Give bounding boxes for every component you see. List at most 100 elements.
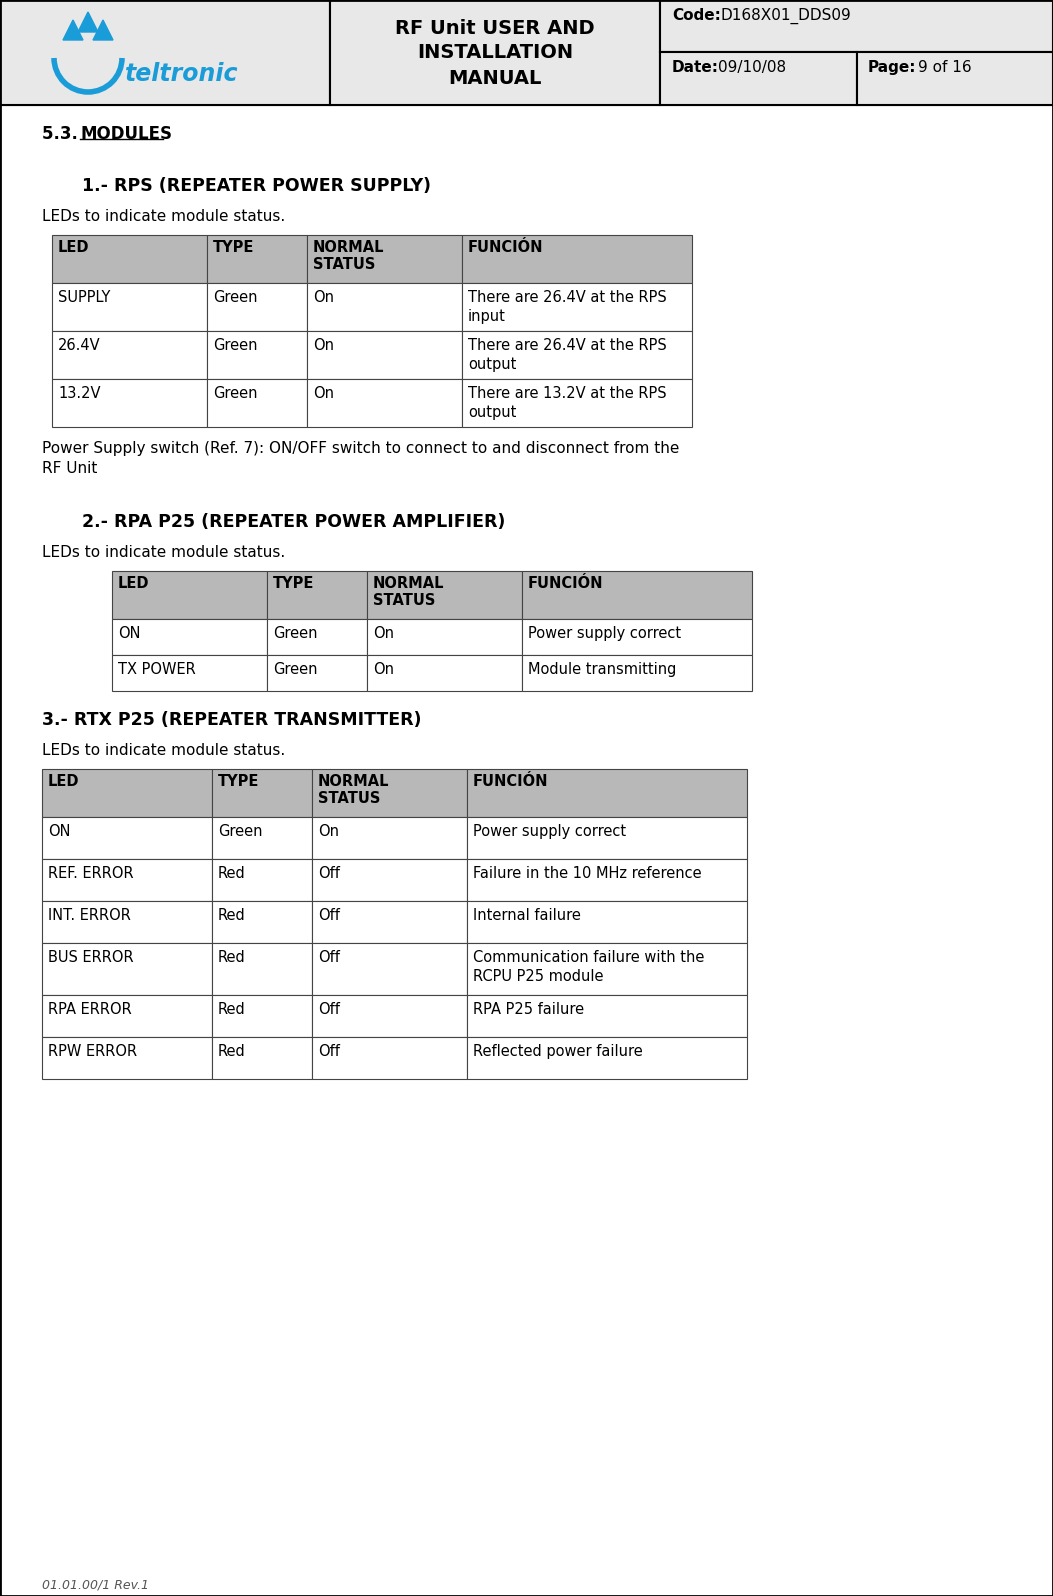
Text: There are 26.4V at the RPS
input: There are 26.4V at the RPS input: [468, 290, 667, 324]
Bar: [367, 654, 522, 691]
Bar: [52, 282, 207, 330]
Bar: [52, 330, 207, 378]
Bar: [207, 282, 307, 330]
Text: RPW ERROR: RPW ERROR: [48, 1044, 137, 1060]
Text: D168X01_DDS09: D168X01_DDS09: [720, 8, 851, 24]
Text: RPA P25 failure: RPA P25 failure: [473, 1002, 584, 1017]
Text: Green: Green: [273, 626, 318, 642]
Bar: [307, 282, 462, 330]
Text: Internal failure: Internal failure: [473, 908, 581, 922]
Text: 2.- RPA P25 (REPEATER POWER AMPLIFIER): 2.- RPA P25 (REPEATER POWER AMPLIFIER): [82, 512, 505, 531]
Bar: [0, 0, 1053, 105]
Text: Off: Off: [318, 1002, 340, 1017]
Bar: [312, 817, 466, 859]
Bar: [212, 817, 312, 859]
Text: On: On: [373, 626, 394, 642]
Bar: [267, 619, 367, 654]
Bar: [42, 817, 212, 859]
Text: 13.2V: 13.2V: [58, 386, 100, 401]
Text: Failure in the 10 MHz reference: Failure in the 10 MHz reference: [473, 867, 701, 881]
Bar: [462, 378, 692, 428]
Bar: [522, 654, 752, 691]
Text: Red: Red: [218, 950, 245, 966]
Text: On: On: [318, 824, 339, 839]
Text: LED: LED: [58, 239, 90, 255]
Text: 3.- RTX P25 (REPEATER TRANSMITTER): 3.- RTX P25 (REPEATER TRANSMITTER): [42, 710, 421, 729]
Bar: [312, 902, 466, 943]
Text: TYPE: TYPE: [218, 774, 259, 788]
Bar: [660, 0, 1053, 53]
Bar: [330, 0, 660, 105]
Bar: [307, 235, 462, 282]
Polygon shape: [63, 21, 83, 40]
Bar: [112, 619, 267, 654]
Bar: [0, 0, 330, 105]
Text: MODULES: MODULES: [80, 124, 172, 144]
Text: FUNCIÓN: FUNCIÓN: [473, 774, 549, 788]
Text: RF Unit USER AND
INSTALLATION
MANUAL: RF Unit USER AND INSTALLATION MANUAL: [395, 19, 595, 88]
Text: Red: Red: [218, 1002, 245, 1017]
Bar: [207, 330, 307, 378]
Text: LEDs to indicate module status.: LEDs to indicate module status.: [42, 744, 285, 758]
Bar: [466, 859, 747, 902]
Text: INT. ERROR: INT. ERROR: [48, 908, 131, 922]
Text: Green: Green: [273, 662, 318, 677]
Text: Green: Green: [218, 824, 262, 839]
Bar: [212, 769, 312, 817]
Text: FUNCIÓN: FUNCIÓN: [468, 239, 543, 255]
Bar: [307, 330, 462, 378]
Text: There are 13.2V at the RPS
output: There are 13.2V at the RPS output: [468, 386, 667, 420]
Text: Code:: Code:: [672, 8, 721, 22]
Text: On: On: [313, 290, 334, 305]
Bar: [212, 994, 312, 1037]
Text: There are 26.4V at the RPS
output: There are 26.4V at the RPS output: [468, 338, 667, 372]
Bar: [522, 619, 752, 654]
Text: Off: Off: [318, 1044, 340, 1060]
Text: Reflected power failure: Reflected power failure: [473, 1044, 642, 1060]
Text: RPA ERROR: RPA ERROR: [48, 1002, 132, 1017]
Text: Power Supply switch (Ref. 7): ON/OFF switch to connect to and disconnect from th: Power Supply switch (Ref. 7): ON/OFF swi…: [42, 440, 679, 476]
Text: On: On: [313, 386, 334, 401]
Text: 5.3.: 5.3.: [42, 124, 83, 144]
Text: LED: LED: [118, 576, 150, 591]
Text: LED: LED: [48, 774, 79, 788]
Bar: [312, 769, 466, 817]
Bar: [462, 235, 692, 282]
Text: 26.4V: 26.4V: [58, 338, 101, 353]
Bar: [52, 235, 207, 282]
Text: FUNCIÓN: FUNCIÓN: [528, 576, 603, 591]
Bar: [466, 902, 747, 943]
Polygon shape: [78, 13, 98, 32]
Bar: [42, 1037, 212, 1079]
Text: 01.01.00/1 Rev.1: 01.01.00/1 Rev.1: [42, 1578, 150, 1591]
Bar: [312, 994, 466, 1037]
Bar: [112, 571, 267, 619]
Bar: [267, 571, 367, 619]
Text: Power supply correct: Power supply correct: [473, 824, 627, 839]
Text: TYPE: TYPE: [273, 576, 315, 591]
Text: Page:: Page:: [868, 61, 916, 75]
Bar: [212, 859, 312, 902]
Text: BUS ERROR: BUS ERROR: [48, 950, 134, 966]
Text: TX POWER: TX POWER: [118, 662, 196, 677]
Bar: [42, 943, 212, 994]
Bar: [462, 282, 692, 330]
Bar: [312, 943, 466, 994]
Text: Off: Off: [318, 950, 340, 966]
Text: 1.- RPS (REPEATER POWER SUPPLY): 1.- RPS (REPEATER POWER SUPPLY): [82, 177, 431, 195]
Bar: [660, 53, 857, 105]
Text: LEDs to indicate module status.: LEDs to indicate module status.: [42, 209, 285, 223]
Text: NORMAL
STATUS: NORMAL STATUS: [313, 239, 384, 273]
Bar: [857, 53, 1053, 105]
Bar: [462, 330, 692, 378]
Text: Off: Off: [318, 908, 340, 922]
Text: On: On: [373, 662, 394, 677]
Bar: [212, 943, 312, 994]
Text: 9 of 16: 9 of 16: [918, 61, 972, 75]
Bar: [52, 378, 207, 428]
Text: Green: Green: [213, 386, 258, 401]
Bar: [367, 619, 522, 654]
Text: Off: Off: [318, 867, 340, 881]
Bar: [312, 859, 466, 902]
Bar: [207, 235, 307, 282]
